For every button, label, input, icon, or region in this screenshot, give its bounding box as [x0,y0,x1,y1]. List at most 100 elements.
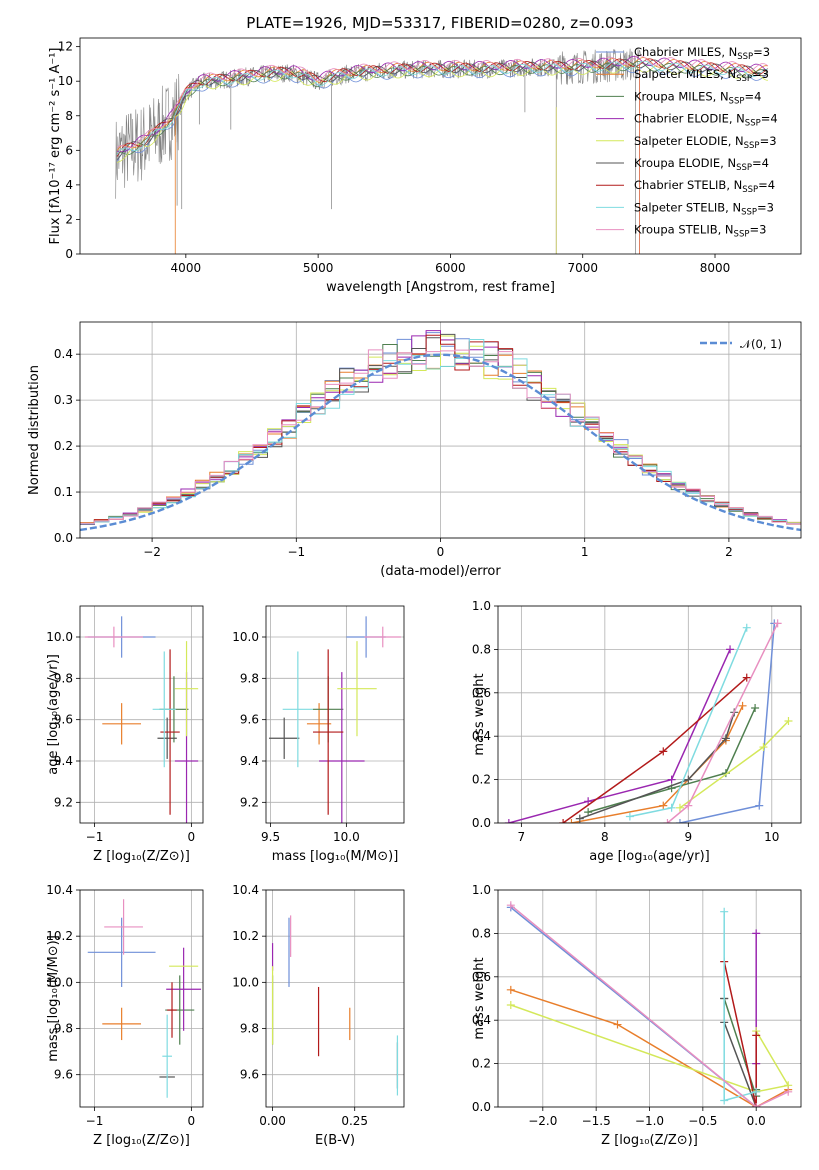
weight-point [613,1020,622,1029]
legend-label: Kroupa MILES, NSSP=4 [634,89,761,106]
y-tick-label: 0.2 [54,439,73,453]
model-fit-line [116,64,769,162]
weight-point [742,623,751,632]
weight-point [742,673,751,682]
legend-label: Salpeter MILES, NSSP=3 [634,67,769,84]
x-tick-label: 4000 [171,261,202,275]
y-axis-label: mass [log₁₀(M/M⊙)] [46,935,61,1062]
y-tick-label: 2 [65,212,73,226]
grid-lines [80,889,203,1107]
errorbar-points [269,616,401,823]
x-tick-label: 5000 [303,261,334,275]
figure-title: PLATE=1926, MJD=53317, FIBERID=0280, z=0… [246,14,633,32]
plot-area [115,48,769,254]
y-tick-label: 8 [65,109,73,123]
model-fit-line [116,59,769,160]
weight-point [720,907,729,916]
x-tick-label: 0 [188,1114,196,1128]
x-axis-label: wavelength [Angstrom, rest frame] [326,280,555,295]
y-tick-label: 0.3 [54,393,73,407]
weight-series [720,907,761,1105]
weight-line [679,720,790,809]
weight-point [784,717,793,726]
legend-label: Chabrier ELODIE, NSSP=4 [634,112,778,129]
y-tick-label: 9.6 [54,713,73,727]
age-vs-metallicity-panel: −1 0 9.2 9.4 9.6 9.8 10.0 Z [log₁₀(Z/Z⊙)] age [l… [46,605,204,864]
grid-lines [80,606,203,823]
x-tick-label: 7 [518,830,526,844]
y-tick-label: 9.8 [240,671,259,685]
y-tick-label: 10.4 [46,883,73,897]
weight-point [675,819,684,823]
weight-point [751,703,760,712]
y-tick-label: 0.1 [54,485,73,499]
weight-point [567,819,576,823]
x-axis-label: age [log₁₀(age/yr)] [589,849,710,864]
model-fit-line [116,55,769,149]
y-tick-label: 10.0 [46,975,73,989]
plot-area [87,899,202,1098]
axes-frame [497,889,802,1108]
legend-label: 𝒩(0, 1) [740,337,782,351]
y-tick-label: 9.6 [240,1068,259,1082]
weight-point [667,775,676,784]
errorbar-points [87,899,202,1098]
legend-label: Salpeter STELIB, NSSP=3 [634,200,774,217]
weight-point [752,1087,761,1096]
axes-frame [79,605,204,824]
legend-label: Salpeter ELODIE, NSSP=3 [634,134,777,151]
weight-point [738,701,747,710]
weight-point [584,808,593,817]
x-tick-label: −1.0 [635,1114,664,1128]
y-tick-label: 10.0 [232,630,259,644]
weight-line [510,904,789,1107]
x-tick-label: 1 [581,545,589,559]
age-vs-mass-panel: 9.5 10.0 9.2 9.4 9.6 9.8 10.0 mass [log₁₀(M/M⊙)… [232,605,405,864]
weight-line [510,1004,790,1093]
y-tick-label: 10.0 [46,630,73,644]
x-tick-label: −1 [86,830,104,844]
y-tick-label: 10.2 [46,929,73,943]
weight-point [752,1031,761,1040]
y-tick-label: 9.6 [240,713,259,727]
x-tick-label: 10 [764,830,779,844]
weight-series [663,619,782,823]
y-tick-label: 0.0 [54,531,73,545]
legend-label: Chabrier STELIB, NSSP=4 [634,178,775,195]
weight-point [684,801,693,810]
y-tick-label: 9.8 [54,671,73,685]
y-axis-label: mass weight [472,673,487,755]
x-axis-label: (data-model)/error [380,564,501,579]
weight-point [755,801,764,810]
x-axis-label: Z [log₁₀(Z/Z⊙)] [93,849,190,864]
weight-point [752,1103,761,1107]
weight-series [675,619,779,823]
histogram-step [80,349,801,525]
histogram-step [80,339,801,525]
x-tick-label: 0 [437,545,445,559]
x-tick-label: 0 [188,830,196,844]
y-tick-label: 12 [58,40,73,54]
weight-point [625,812,634,821]
x-axis-label: Z [log₁₀(Z/Z⊙)] [601,1133,698,1148]
axes-frame [79,889,204,1108]
y-tick-label: 10.2 [232,929,259,943]
mass-vs-extinction-panel: 0.00 0.25 9.6 9.8 10.0 10.2 10.4 E(B-V) [232,883,405,1148]
weight-series [720,994,761,1101]
y-tick-label: 9.4 [240,754,259,768]
weight-point [773,619,782,628]
x-tick-label: 0.00 [259,1114,286,1128]
weight-line [571,705,744,823]
spectrum-panel: 4000 5000 6000 7000 8000 0 2 4 6 8 10 12 wavelength … [48,37,802,295]
weight-point [721,734,730,743]
x-tick-label: 8 [601,830,609,844]
x-axis-label: E(B-V) [315,1133,355,1148]
x-tick-label: 10.0 [333,830,360,844]
y-tick-label: 4 [65,178,73,192]
weight-series [584,703,760,817]
y-tick-label: 0.6 [472,686,491,700]
plot-area [269,616,401,823]
y-tick-label: 9.4 [54,754,73,768]
x-tick-label: 7000 [567,261,598,275]
weight-series [567,701,747,823]
